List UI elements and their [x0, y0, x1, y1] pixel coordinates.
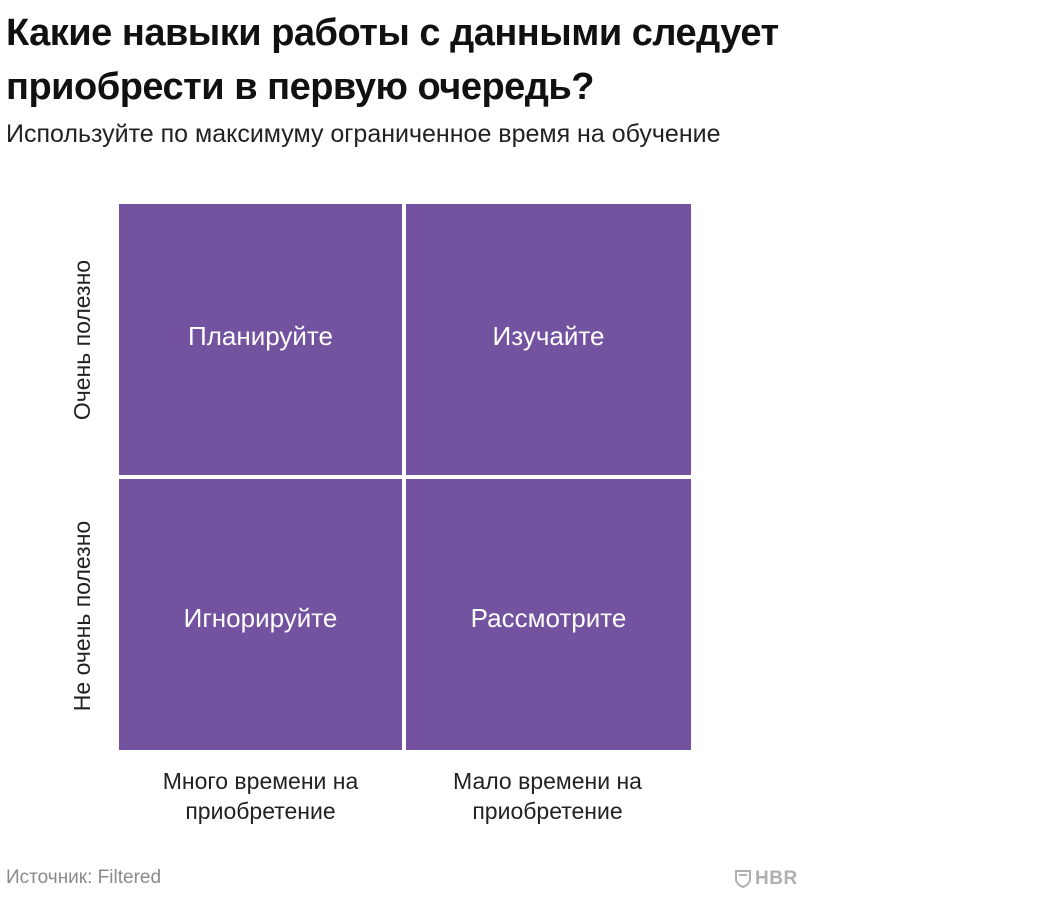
x-axis-label-much-time-line-1: Много времени на	[162, 768, 359, 794]
hbr-logo-text: HBR	[755, 868, 798, 889]
shield-icon	[735, 870, 751, 888]
quadrant-consider: Рассмотрите	[406, 479, 691, 750]
source-note: Источник: Filtered	[6, 867, 162, 888]
chart-title-line-1: Какие навыки работы с данными следует	[6, 12, 779, 54]
quadrant-ignore: Игнорируйте	[119, 479, 402, 750]
quadrant-ignore-label: Игнорируйте	[183, 603, 338, 633]
chart-title-line-2: приобрести в первую очередь?	[6, 66, 595, 108]
quadrant-consider-label: Рассмотрите	[470, 603, 627, 633]
x-axis-label-little-time-line-2: приобретение	[472, 798, 623, 824]
x-axis-label-much-time: Много времени на приобретение	[119, 766, 402, 826]
chart-subtitle: Используйте по максимуму ограниченное вр…	[6, 120, 721, 148]
quadrant-plan-label: Планируйте	[188, 321, 333, 351]
hbr-logo: HBR	[735, 868, 798, 890]
quadrant-plan: Планируйте	[119, 204, 402, 475]
x-axis-label-little-time-line-1: Мало времени на	[453, 768, 642, 794]
priority-matrix: Планируйте Изучайте Игнорируйте Рассмотр…	[119, 204, 691, 750]
quadrant-learn-label: Изучайте	[492, 321, 605, 351]
x-axis-label-much-time-line-2: приобретение	[185, 798, 336, 824]
quadrant-learn: Изучайте	[406, 204, 691, 475]
x-axis-label-little-time: Мало времени на приобретение	[406, 766, 689, 826]
chart-title: Какие навыки работы с данными следует пр…	[6, 6, 1006, 114]
y-axis-label-not-very-useful: Не очень полезно	[69, 520, 95, 712]
y-axis-label-very-useful: Очень полезно	[69, 259, 95, 421]
